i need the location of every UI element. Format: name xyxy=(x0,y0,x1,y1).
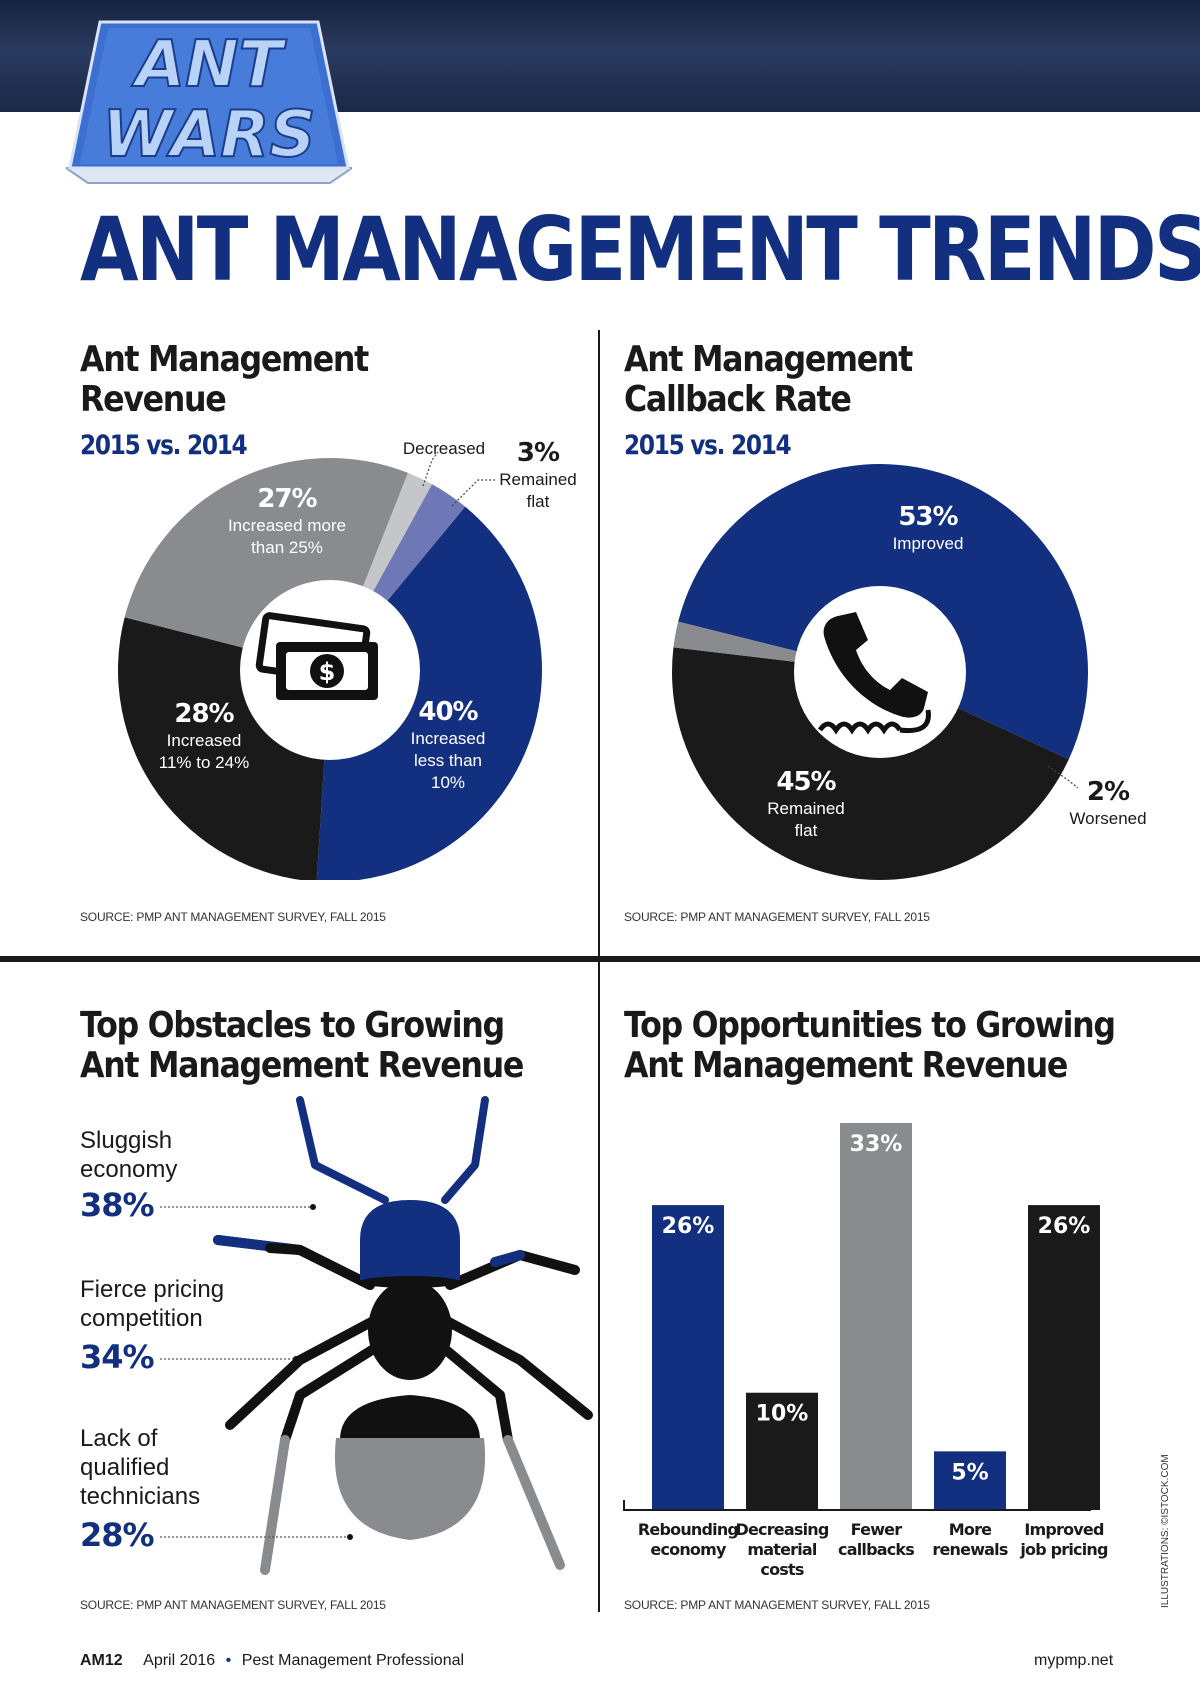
revenue-remained-flat-label-line1: Remained xyxy=(499,470,577,489)
callback-worsened-value: 2% xyxy=(1087,777,1130,807)
page-number: AM12 xyxy=(80,1652,123,1669)
revenue-remained-flat-label-line2: flat xyxy=(527,492,550,511)
logo-line1: ANT xyxy=(131,28,287,102)
revenue-subtitle: 2015 vs. 2014 xyxy=(80,430,248,461)
ant-icon xyxy=(213,1096,593,1575)
obstacle-2-line2: competition xyxy=(80,1305,203,1332)
bar-4 xyxy=(934,1451,1006,1510)
callback-worsened-label-line1: Worsened xyxy=(1069,809,1146,828)
obstacle-1-label: Sluggish economy xyxy=(80,1126,177,1184)
bar-2-category-line2: material xyxy=(747,1540,817,1559)
obstacles-title-line2: Ant Management Revenue xyxy=(80,1045,524,1086)
callback-remained-flat-value: 45% xyxy=(776,767,836,797)
revenue-increased-less-10-label-line3: 10% xyxy=(431,773,465,792)
leader-decreased xyxy=(422,451,439,487)
revenue-remained-flat-value: 3% xyxy=(517,440,560,468)
page-title: ANT MANAGEMENT TRENDS xyxy=(80,198,1200,301)
obstacle-3-line1: Lack of xyxy=(80,1425,158,1452)
revenue-increased-11-24-value: 28% xyxy=(174,699,234,729)
opportunities-source: SOURCE: PMP ANT MANAGEMENT SURVEY, FALL … xyxy=(624,1598,930,1612)
revenue-donut-chart: $ 40% Increased less than 10% 28% Increased 11… xyxy=(118,440,577,880)
obstacle-2-label: Fierce pricing competition xyxy=(80,1275,224,1333)
obstacle-2-line1: Fierce pricing xyxy=(80,1276,225,1303)
bar-4-value-label: 5% xyxy=(951,1460,988,1485)
phone-icon xyxy=(817,612,931,735)
logo-line2: WARS xyxy=(102,98,315,172)
revenue-increased-more-25-label-line2: than 25% xyxy=(251,538,323,557)
issue-date: April 2016 xyxy=(143,1652,216,1669)
bar-3-value-label: 33% xyxy=(850,1132,903,1157)
money-icon: $ xyxy=(255,612,378,700)
revenue-slice-1 xyxy=(316,506,542,880)
bar-5-value-label: 26% xyxy=(1038,1214,1091,1239)
opportunities-title-line1: Top Opportunities to Growing xyxy=(624,1005,1116,1046)
obstacle-3-label: Lack of qualified technicians xyxy=(80,1424,200,1511)
divider-vertical-bottom xyxy=(598,962,600,1612)
callback-slice-2 xyxy=(672,647,1069,881)
bar-4-category-line1: More xyxy=(949,1520,992,1539)
bar-3-category-line2: callbacks xyxy=(838,1540,914,1559)
obstacle-2-value: 34% xyxy=(80,1338,155,1376)
obstacle-3-value: 28% xyxy=(80,1516,155,1554)
obstacle-1-line1: Sluggish xyxy=(80,1127,173,1154)
bar-2-category-line3: costs xyxy=(760,1560,803,1579)
bar-1-category-line2: economy xyxy=(650,1540,727,1559)
website-url: mypmp.net xyxy=(1034,1652,1114,1669)
divider-horizontal xyxy=(0,956,1200,962)
donut-hole xyxy=(794,586,966,758)
publication-name: Pest Management Professional xyxy=(241,1652,465,1669)
revenue-increased-less-10-value: 40% xyxy=(418,697,478,727)
callback-source: SOURCE: PMP ANT MANAGEMENT SURVEY, FALL … xyxy=(624,910,930,924)
leader-remained-flat xyxy=(451,479,496,507)
callback-title-line2: Callback Rate xyxy=(624,379,852,420)
obstacle-leader-lines xyxy=(160,1204,353,1540)
opportunities-title-line2: Ant Management Revenue xyxy=(624,1045,1068,1086)
callback-remained-flat-label-line1: Remained xyxy=(767,799,845,818)
revenue-increased-less-10-label-line1: Increased xyxy=(411,729,486,748)
footer-left: AM12 April 2016 • Pest Management Profes… xyxy=(80,1652,464,1670)
revenue-increased-more-25-value: 27% xyxy=(257,484,317,514)
callback-remained-flat-label-line2: flat xyxy=(795,821,818,840)
bullet: • xyxy=(225,1652,232,1669)
svg-text:$: $ xyxy=(319,658,336,686)
revenue-source: SOURCE: PMP ANT MANAGEMENT SURVEY, FALL … xyxy=(80,910,386,924)
obstacle-1-value: 38% xyxy=(80,1186,155,1224)
obstacles-source: SOURCE: PMP ANT MANAGEMENT SURVEY, FALL … xyxy=(80,1598,386,1612)
obstacle-3-line3: technicians xyxy=(80,1483,201,1510)
bar-2 xyxy=(746,1392,818,1510)
illustration-credit: ILLUSTRATIONS: ©ISTOCK.COM xyxy=(1160,1454,1171,1608)
ant-wars-logo: ANT WARS xyxy=(66,20,352,184)
obstacles-title-line1: Top Obstacles to Growing xyxy=(80,1005,505,1046)
bar-2-value-label: 10% xyxy=(756,1402,809,1427)
callback-donut-chart: 53% Improved 45% Remained flat 2% Worsened xyxy=(672,464,1147,881)
leader-worsened xyxy=(1047,765,1079,789)
bar-2-category-line1: Decreasing xyxy=(735,1520,828,1539)
callback-improved-label-line1: Improved xyxy=(893,534,964,553)
bar-5-category-line2: job pricing xyxy=(1019,1540,1108,1559)
callback-improved-value: 53% xyxy=(898,502,958,532)
divider-vertical-top xyxy=(598,330,600,956)
revenue-increased-11-24-label-line1: Increased xyxy=(167,731,242,750)
bar-5 xyxy=(1028,1205,1100,1510)
revenue-increased-11-24-label-line2: 11% to 24% xyxy=(159,753,249,772)
bar-5-category-line1: Improved xyxy=(1024,1520,1104,1539)
callback-title-line1: Ant Management xyxy=(624,339,913,380)
obstacle-1-line2: economy xyxy=(80,1156,178,1183)
obstacle-3-line2: qualified xyxy=(80,1454,170,1481)
revenue-decreased-label-line1: Decreased xyxy=(403,440,485,458)
revenue-title-line1: Ant Management xyxy=(80,339,369,380)
bar-1 xyxy=(652,1205,724,1510)
callback-subtitle: 2015 vs. 2014 xyxy=(624,430,792,461)
bar-3 xyxy=(840,1123,912,1510)
bar-4-category-line2: renewals xyxy=(932,1540,1007,1559)
bar-3-category-line1: Fewer xyxy=(851,1520,903,1539)
revenue-increased-less-10-label-line2: less than xyxy=(414,751,482,770)
revenue-title-line2: Revenue xyxy=(80,379,227,420)
bar-1-category-line1: Rebounding xyxy=(638,1520,739,1539)
revenue-increased-more-25-label-line1: Increased more xyxy=(228,516,346,535)
bar-1-value-label: 26% xyxy=(662,1214,715,1239)
